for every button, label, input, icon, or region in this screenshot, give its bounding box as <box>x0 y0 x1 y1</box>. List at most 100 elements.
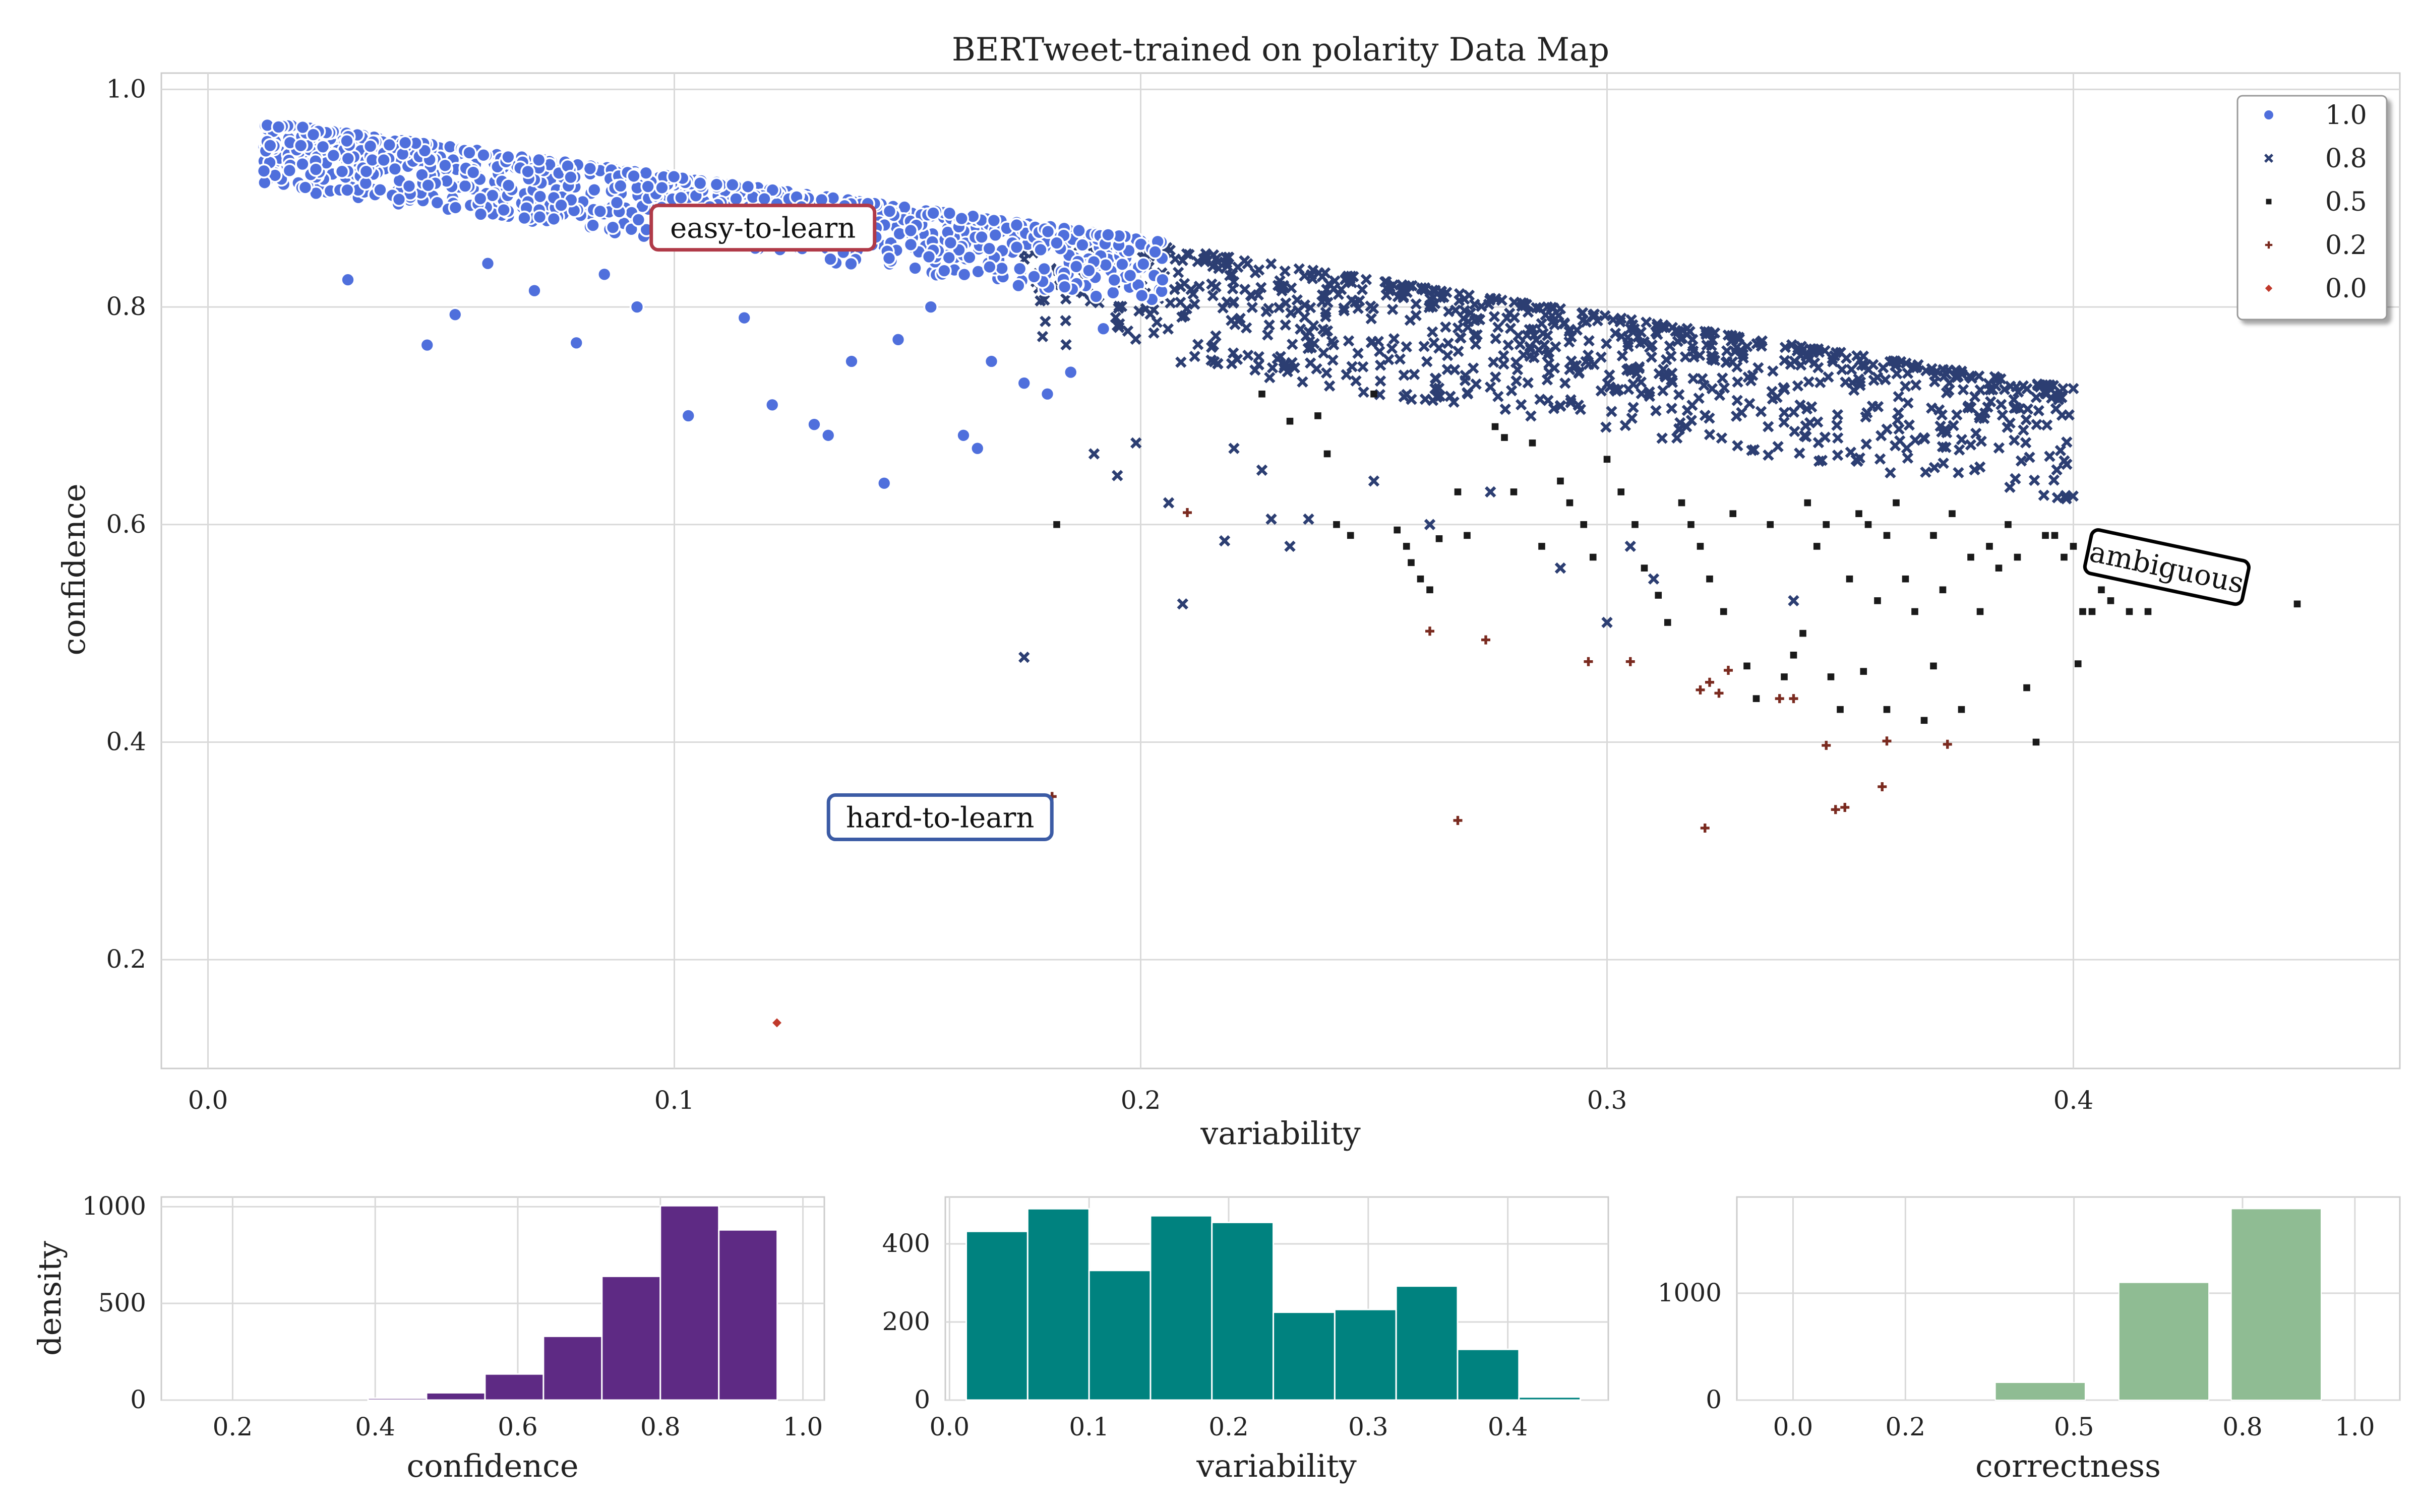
legend-label: 0.2 <box>2325 230 2367 261</box>
data-point <box>1037 261 1052 277</box>
data-point <box>1614 316 1626 328</box>
histogram-bar <box>1395 1285 1459 1401</box>
data-point <box>673 190 689 206</box>
data-point <box>943 235 958 250</box>
data-point <box>1951 409 1963 421</box>
data-point <box>1583 358 1595 370</box>
data-point <box>1951 371 1963 384</box>
main-title: BERTweet-trained on polarity Data Map <box>952 31 1609 69</box>
data-point <box>1222 251 1234 264</box>
data-point <box>1920 466 1931 478</box>
data-point <box>1453 345 1464 357</box>
data-point <box>1341 272 1353 284</box>
data-point <box>1081 263 1097 278</box>
data-point <box>1212 358 1224 369</box>
data-point <box>1706 575 1713 583</box>
data-point <box>1452 322 1464 334</box>
annotation-box <box>2083 528 2251 606</box>
data-point <box>1694 349 1706 361</box>
hist-x-tick-label: 0.1 <box>1069 1412 1109 1441</box>
hist-x-tick-label: 1.0 <box>2335 1412 2375 1441</box>
data-point <box>1049 235 1064 250</box>
data-point <box>1533 344 1545 356</box>
data-point <box>1040 224 1056 239</box>
hist-x-tick-label: 0.2 <box>1208 1412 1249 1441</box>
data-point <box>1172 267 1184 278</box>
data-point <box>1260 306 1272 318</box>
data-point <box>1528 352 1540 363</box>
main-y-tick-label: 1.0 <box>106 74 146 103</box>
data-point <box>295 119 311 135</box>
data-point <box>1492 391 1504 402</box>
data-point <box>1262 329 1274 341</box>
data-point <box>1018 651 1030 663</box>
data-point <box>308 162 324 177</box>
data-point <box>681 408 696 423</box>
data-point <box>1012 261 1027 276</box>
data-point <box>1926 402 1938 414</box>
data-point <box>1534 302 1545 314</box>
data-point <box>1554 562 1566 574</box>
data-point <box>1601 338 1612 350</box>
data-point <box>1465 307 1477 319</box>
data-point <box>1687 372 1699 385</box>
data-point <box>1813 346 1825 358</box>
data-point <box>2051 390 2064 402</box>
data-point <box>2041 419 2053 431</box>
data-point <box>1577 314 1589 326</box>
data-point <box>1333 521 1340 528</box>
data-point <box>1057 279 1072 294</box>
data-point <box>1529 439 1536 447</box>
data-point <box>1292 305 1304 317</box>
data-point <box>1610 385 1622 397</box>
data-point <box>1646 339 1658 351</box>
data-point <box>1864 521 1872 528</box>
data-point <box>1246 301 1258 313</box>
data-point <box>1136 257 1151 272</box>
legend-entry: 0.2 <box>2265 230 2367 261</box>
data-point <box>472 191 488 206</box>
data-point <box>1881 423 1893 435</box>
data-point <box>1804 499 1811 507</box>
data-point <box>1040 386 1055 402</box>
data-point <box>1424 519 1436 530</box>
data-point <box>1831 419 1843 431</box>
data-point <box>2008 394 2020 406</box>
data-point <box>340 182 355 198</box>
data-point <box>1918 432 1929 444</box>
hist-y-tick-label: 0 <box>914 1385 930 1414</box>
data-point <box>1189 350 1200 362</box>
data-point <box>1499 403 1511 415</box>
data-point <box>1580 521 1588 528</box>
data-point <box>1599 310 1611 322</box>
data-point <box>1408 368 1420 381</box>
data-point <box>1112 470 1123 481</box>
data-point <box>1239 255 1250 267</box>
data-point <box>1207 290 1219 301</box>
correctness-hist-bars <box>1994 1208 2322 1401</box>
data-point <box>2098 586 2105 594</box>
data-point <box>1169 284 1180 295</box>
data-point <box>1219 535 1231 547</box>
data-point <box>1724 666 1733 675</box>
data-point <box>1893 499 1900 507</box>
data-point <box>1709 354 1721 366</box>
data-point <box>956 267 972 282</box>
data-point <box>876 475 892 491</box>
data-point <box>1582 349 1594 361</box>
data-point <box>626 168 641 184</box>
legend-marker <box>2264 154 2273 163</box>
data-point <box>1634 361 1645 373</box>
data-point <box>1908 361 1919 373</box>
data-point <box>1075 237 1090 253</box>
data-point <box>1026 269 1042 284</box>
data-point <box>1563 326 1575 338</box>
data-point <box>1893 407 1904 419</box>
data-point <box>1816 455 1828 466</box>
data-point <box>1441 350 1454 361</box>
data-point <box>1134 288 1150 303</box>
data-point <box>1671 432 1683 444</box>
data-point <box>1343 335 1355 347</box>
data-point <box>1832 432 1844 444</box>
data-point <box>807 417 822 432</box>
